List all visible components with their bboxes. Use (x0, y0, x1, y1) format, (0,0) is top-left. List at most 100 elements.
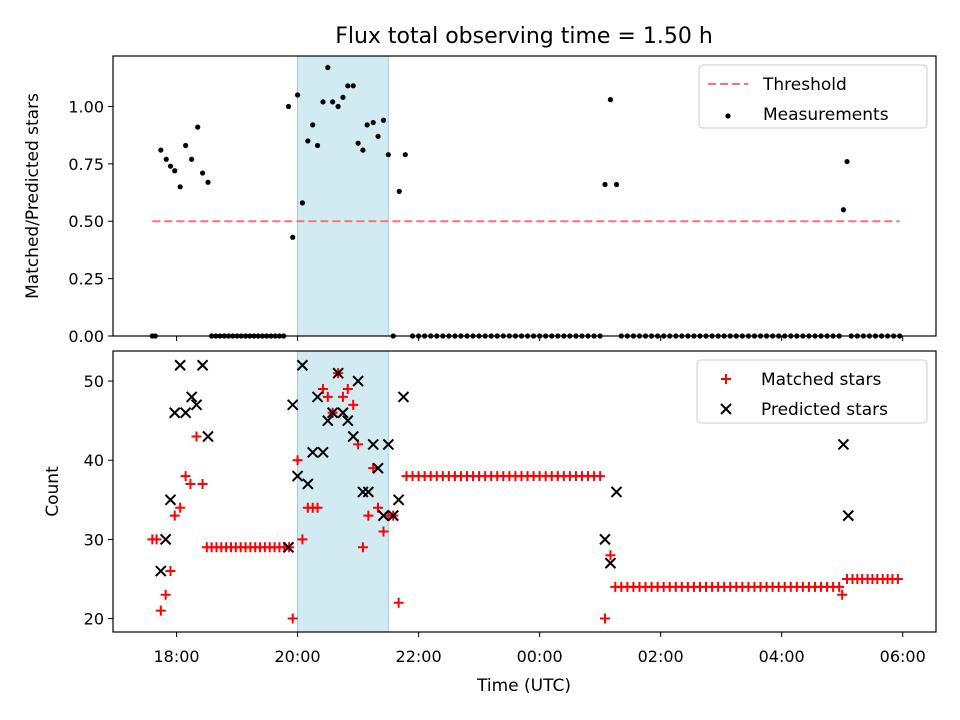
measurement-point (314, 142, 321, 149)
measurement-point (158, 147, 164, 153)
predicted-point (352, 375, 364, 387)
y-tick-label: 40 (84, 451, 104, 470)
matched-point (312, 502, 323, 513)
matched-point (357, 542, 368, 553)
predicted-point (610, 486, 623, 498)
measurement-point (613, 181, 620, 188)
predicted-point (342, 414, 354, 427)
legend-matched-swatch (721, 374, 731, 384)
legend-label: Matched stars (761, 370, 881, 390)
measurement-point (310, 122, 316, 128)
matched-point (363, 510, 374, 521)
measurement-point (607, 97, 614, 103)
measurement-point (345, 83, 351, 89)
matched-point (605, 550, 616, 561)
measurement-point (355, 140, 361, 146)
ratio-panel: 0.00 0.25 0.50 0.75 1.00 Matched/Predicted st… (23, 55, 937, 346)
predicted-point (155, 565, 167, 577)
measurement-point (370, 119, 376, 126)
predicted-point (196, 359, 209, 371)
predicted-point (604, 557, 617, 569)
predicted-point (367, 438, 379, 451)
count-panel: 18:00 20:00 22:00 00:00 02:00 04:00 06:00 20 30 4… (43, 350, 937, 666)
plot-frame (112, 55, 937, 337)
measurement-point (380, 117, 387, 123)
matched-point (892, 573, 903, 584)
predicted-point (287, 399, 299, 411)
measurement-point (167, 163, 174, 169)
measurement-point (350, 83, 356, 89)
matched-point (297, 534, 308, 545)
measurement-point (285, 103, 292, 110)
series-1 (155, 359, 854, 577)
measurement-point (305, 138, 311, 144)
matched-point (337, 391, 348, 402)
predicted-point (185, 391, 198, 403)
measurement-point (385, 152, 391, 158)
matched-point (599, 613, 610, 624)
predicted-point (392, 494, 405, 506)
matched-point (155, 605, 166, 616)
measurement-point (320, 99, 326, 105)
predicted-point (317, 446, 329, 459)
series-1 (149, 64, 903, 339)
y-tick-label: 0.50 (68, 212, 104, 231)
plot-frame (112, 350, 937, 633)
y-tick-label: 30 (84, 530, 104, 549)
x-axis-label: Time (UTC) (476, 676, 571, 696)
measurement-point (602, 181, 608, 188)
matched-point (151, 534, 162, 545)
predicted-point (377, 509, 390, 522)
measurement-point (290, 234, 296, 240)
matched-point (373, 502, 384, 513)
matched-point (837, 589, 848, 600)
matched-point (393, 597, 404, 608)
predicted-point (842, 509, 854, 522)
predicted-point (362, 486, 375, 498)
matched-point (165, 566, 176, 577)
matched-point (160, 589, 171, 600)
chart-title: Flux total observing time = 1.50 h (335, 24, 713, 49)
x-tick-label: 18:00 (153, 647, 199, 666)
measurement-point (840, 207, 847, 213)
matched-point (348, 399, 359, 410)
x-tick-label: 00:00 (517, 647, 563, 666)
predicted-point (179, 407, 192, 419)
predicted-point (202, 430, 214, 443)
y-tick-label: 0.25 (68, 270, 104, 289)
predicted-point (387, 509, 399, 522)
y-tick-label: 0.00 (68, 327, 104, 346)
predicted-point (397, 391, 410, 403)
legend: Matched stars Predicted stars (696, 359, 928, 424)
predicted-point (311, 391, 324, 403)
measurement-point (340, 94, 346, 100)
matched-point (368, 463, 379, 474)
y-tick-label: 1.00 (68, 97, 104, 116)
predicted-point (296, 359, 309, 371)
predicted-point (291, 470, 304, 482)
measurement-point (183, 142, 189, 149)
x-tick-label: 04:00 (759, 647, 805, 666)
legend-box (696, 359, 928, 424)
x-tick-label: 22:00 (396, 647, 442, 666)
measurement-point (199, 170, 206, 176)
predicted-point (159, 533, 172, 546)
measurement-point (844, 158, 850, 165)
measurement-point (396, 188, 402, 195)
measurement-point (330, 99, 336, 105)
measurement-point (375, 133, 381, 139)
matched-point (595, 471, 606, 482)
predicted-point (837, 438, 850, 451)
y-axis-label: Matched/Predicted stars (23, 93, 43, 299)
legend-label: Threshold (762, 75, 847, 95)
measurement-point (364, 122, 370, 128)
legend-label: Predicted stars (761, 400, 888, 420)
legend-label: Measurements (763, 105, 889, 125)
predicted-point (332, 367, 344, 379)
predicted-point (382, 438, 395, 451)
matched-point (322, 391, 333, 402)
measurement-point (205, 179, 211, 185)
measurement-point (402, 152, 408, 158)
matched-point (317, 383, 328, 394)
observing-window (297, 55, 389, 337)
